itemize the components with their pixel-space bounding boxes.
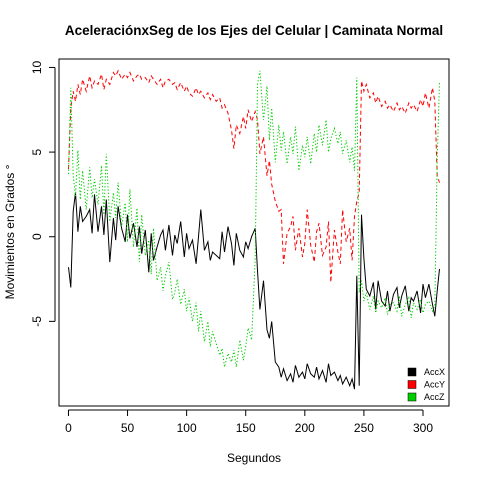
y-tick-label: 5 [30,148,44,155]
series-line-accy [68,69,440,283]
legend-label-accy: AccY [424,380,445,390]
x-tick-label: 300 [413,421,433,435]
plot-frame [58,58,450,407]
y-tick-label: 10 [30,61,44,75]
y-axis-label: Movimientos en Grados ° [3,164,17,299]
y-tick-label: 0 [30,233,44,240]
legend-swatch-accz [407,392,417,402]
x-tick-label: 0 [65,421,72,435]
y-axis: -5 0 5 10 [30,61,56,327]
x-tick-label: 100 [177,421,197,435]
legend: AccX AccY AccZ [407,367,445,402]
chart-title: AceleraciónxSeg de los Ejes del Celular … [65,23,443,38]
legend-label-accz: AccZ [424,392,445,402]
x-tick-label: 150 [236,421,256,435]
x-axis-label: Segundos [227,451,281,465]
series-line-accx [68,192,440,390]
series-line-accz [68,70,440,368]
x-tick-label: 250 [354,421,374,435]
legend-label-accx: AccX [424,367,445,377]
y-tick-label: -5 [30,316,44,327]
series-lines [68,69,440,390]
x-tick-label: 50 [121,421,135,435]
x-tick-label: 200 [295,421,315,435]
legend-swatch-accx [407,367,417,377]
x-axis: 0 50 100 150 200 250 300 [65,409,433,435]
legend-swatch-accy [407,380,417,389]
